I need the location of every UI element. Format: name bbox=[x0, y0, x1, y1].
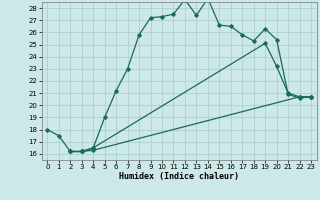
X-axis label: Humidex (Indice chaleur): Humidex (Indice chaleur) bbox=[119, 172, 239, 181]
